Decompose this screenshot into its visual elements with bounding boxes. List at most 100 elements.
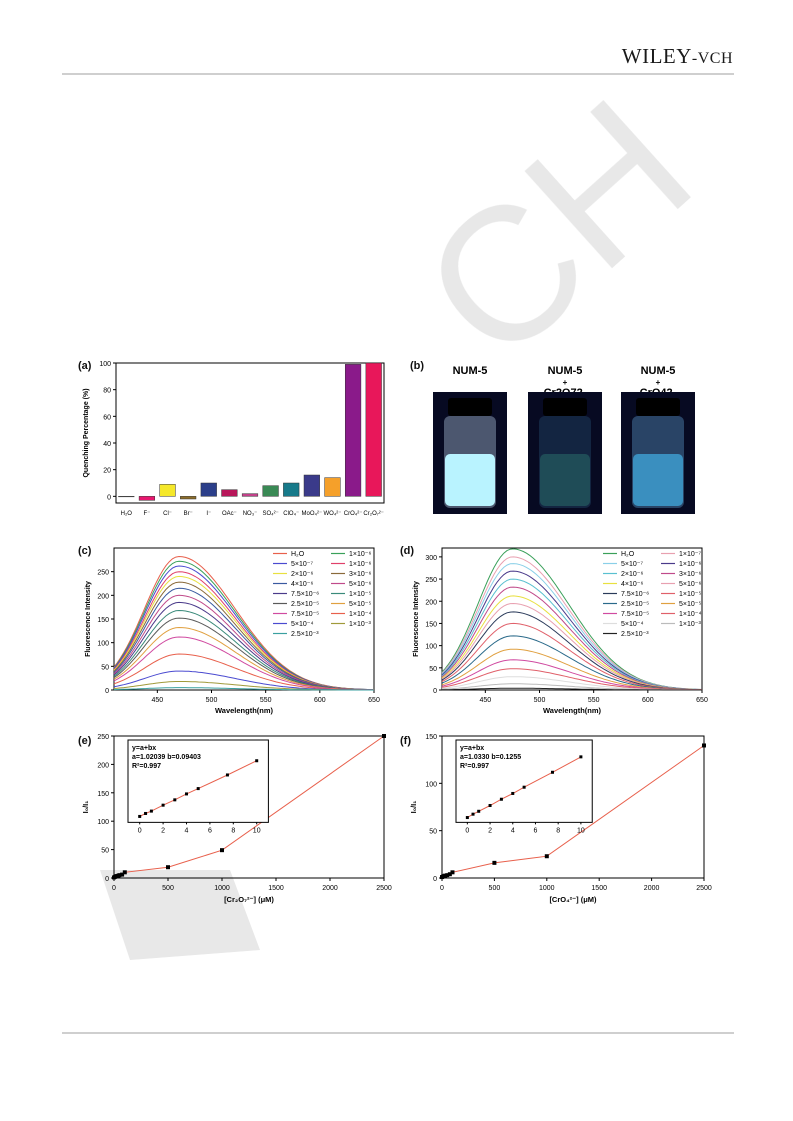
legend-label: 5×10⁻⁶ bbox=[679, 581, 701, 588]
x-tick-label: 650 bbox=[696, 697, 708, 704]
y-tick-label: 60 bbox=[103, 414, 111, 421]
y-tick-label: 50 bbox=[429, 829, 437, 836]
y-tick-label: 50 bbox=[101, 848, 109, 855]
data-point bbox=[445, 873, 450, 878]
y-tick-label: 100 bbox=[99, 361, 111, 368]
panel-a-label: (a) bbox=[78, 360, 92, 372]
legend-label: 5×10⁻⁷ bbox=[621, 561, 643, 568]
series-line bbox=[441, 548, 703, 690]
y-tick-label: 0 bbox=[105, 876, 109, 883]
legend-label: 1×10⁻⁵ bbox=[679, 591, 701, 598]
bar bbox=[241, 493, 259, 497]
series-line bbox=[113, 687, 374, 691]
bar bbox=[324, 477, 341, 497]
x-axis-label: [CrO₄²⁻] (μM) bbox=[549, 895, 597, 904]
x-category-label: OAc⁻ bbox=[222, 511, 237, 517]
publisher-suffix: -VCH bbox=[691, 50, 733, 67]
y-axis-label: Fluorescence Intensity bbox=[85, 581, 92, 657]
x-category-label: MoO₄²⁻ bbox=[302, 511, 323, 517]
data-point bbox=[443, 873, 448, 878]
y-tick-label: 0 bbox=[107, 494, 111, 501]
vial-liquid bbox=[540, 454, 590, 506]
inset-data-point bbox=[196, 787, 200, 791]
panel-d-label: (d) bbox=[400, 545, 415, 557]
vial-cap bbox=[448, 398, 492, 416]
y-tick-label: 0 bbox=[433, 876, 437, 883]
legend-label: 1×10⁻⁴ bbox=[679, 611, 701, 618]
x-tick-label: 600 bbox=[314, 697, 326, 704]
bar bbox=[138, 496, 156, 501]
inset-data-point bbox=[471, 812, 475, 816]
legend-label: 5×10⁻⁵ bbox=[679, 601, 701, 608]
vial-cap bbox=[636, 398, 680, 416]
y-tick-label: 200 bbox=[97, 762, 109, 769]
inset-data-point bbox=[477, 809, 481, 813]
legend-label: 5×10⁻⁴ bbox=[621, 621, 643, 628]
data-point bbox=[492, 860, 497, 865]
y-tick-label: 20 bbox=[103, 468, 111, 475]
series-line bbox=[441, 659, 702, 691]
vial-cap bbox=[543, 398, 587, 416]
inset-x-tick-label: 8 bbox=[231, 827, 235, 834]
legend-label: 3×10⁻⁶ bbox=[349, 571, 371, 578]
x-tick-label: 550 bbox=[588, 697, 600, 704]
legend-label: 2.5×10⁻³ bbox=[291, 631, 319, 638]
inset-params: a=1.0330 b=0.1255 bbox=[460, 754, 521, 761]
y-tick-label: 40 bbox=[103, 441, 111, 448]
inset-data-point bbox=[522, 785, 526, 789]
legend-label: 7.5×10⁻⁶ bbox=[621, 591, 649, 598]
inset-frame bbox=[127, 739, 269, 823]
y-tick-label: 100 bbox=[97, 641, 109, 648]
x-category-label: Cr₂O₇²⁻ bbox=[363, 511, 384, 517]
legend-label: 5×10⁻⁷ bbox=[291, 561, 313, 568]
bar bbox=[344, 364, 362, 497]
panel-d-chart: 450 500 550 600 650 0 50 100 150 200 250 300 Wavelen… bbox=[413, 547, 708, 715]
inset-x-tick-label: 4 bbox=[185, 827, 189, 834]
legend-label: 2.5×10⁻⁵ bbox=[621, 601, 649, 608]
vial-liquid bbox=[633, 454, 683, 506]
inset-equation: y=a+bx bbox=[132, 745, 156, 752]
data-point bbox=[122, 870, 127, 875]
panel-b-label: (b) bbox=[410, 360, 425, 372]
legend-label: 1×10⁻³ bbox=[679, 621, 701, 628]
series-line bbox=[441, 570, 703, 691]
legend-label: 3×10⁻⁶ bbox=[679, 571, 701, 578]
x-tick-label: 500 bbox=[489, 885, 501, 892]
legend-label: 1×10⁻⁶ bbox=[349, 551, 371, 558]
bar bbox=[200, 482, 217, 497]
inset-data-point bbox=[144, 811, 148, 815]
inset-data-point bbox=[579, 755, 583, 759]
vial-title: NUM-5 bbox=[548, 365, 583, 377]
x-tick-label: 500 bbox=[534, 697, 546, 704]
legend-label: 1×10⁻⁷ bbox=[679, 551, 701, 558]
data-point bbox=[447, 872, 452, 877]
bar bbox=[365, 362, 382, 497]
x-tick-label: 1500 bbox=[591, 885, 607, 892]
legend-label: H₂O bbox=[291, 551, 305, 558]
inset-data-point bbox=[551, 770, 555, 774]
x-tick-label: 500 bbox=[206, 697, 218, 704]
legend-label: 1×10⁻³ bbox=[349, 621, 371, 628]
inset-data-point bbox=[488, 804, 492, 808]
panel-a-chart: 0 20 40 60 80 100 Quenching Percentage (%) H₂O F… bbox=[83, 361, 385, 517]
inset-data-point bbox=[138, 814, 142, 818]
panel-c-chart: 450 500 550 600 650 0 50 100 150 200 250 Wavelength… bbox=[85, 547, 380, 715]
y-tick-label: 150 bbox=[425, 734, 437, 741]
legend-label: 1×10⁻⁵ bbox=[349, 591, 371, 598]
legend-label: 1×10⁻⁴ bbox=[349, 611, 371, 618]
inset-x-tick-label: 10 bbox=[253, 827, 261, 834]
y-tick-label: 0 bbox=[105, 688, 109, 695]
footer-rule bbox=[62, 1032, 734, 1034]
legend-label: 5×10⁻⁶ bbox=[349, 581, 371, 588]
inset-x-tick-label: 2 bbox=[161, 827, 165, 834]
x-category-label: H₂O bbox=[121, 511, 133, 517]
vial-title: NUM-5 bbox=[641, 365, 676, 377]
x-tick-label: 2000 bbox=[644, 885, 660, 892]
inset-x-tick-label: 4 bbox=[511, 827, 515, 834]
legend-label: 2×10⁻⁶ bbox=[621, 571, 643, 578]
x-tick-label: 450 bbox=[479, 697, 491, 704]
y-tick-label: 150 bbox=[97, 791, 109, 798]
x-category-label: CrO₄²⁻ bbox=[344, 511, 363, 517]
x-category-label: NO₃⁻ bbox=[243, 511, 258, 517]
